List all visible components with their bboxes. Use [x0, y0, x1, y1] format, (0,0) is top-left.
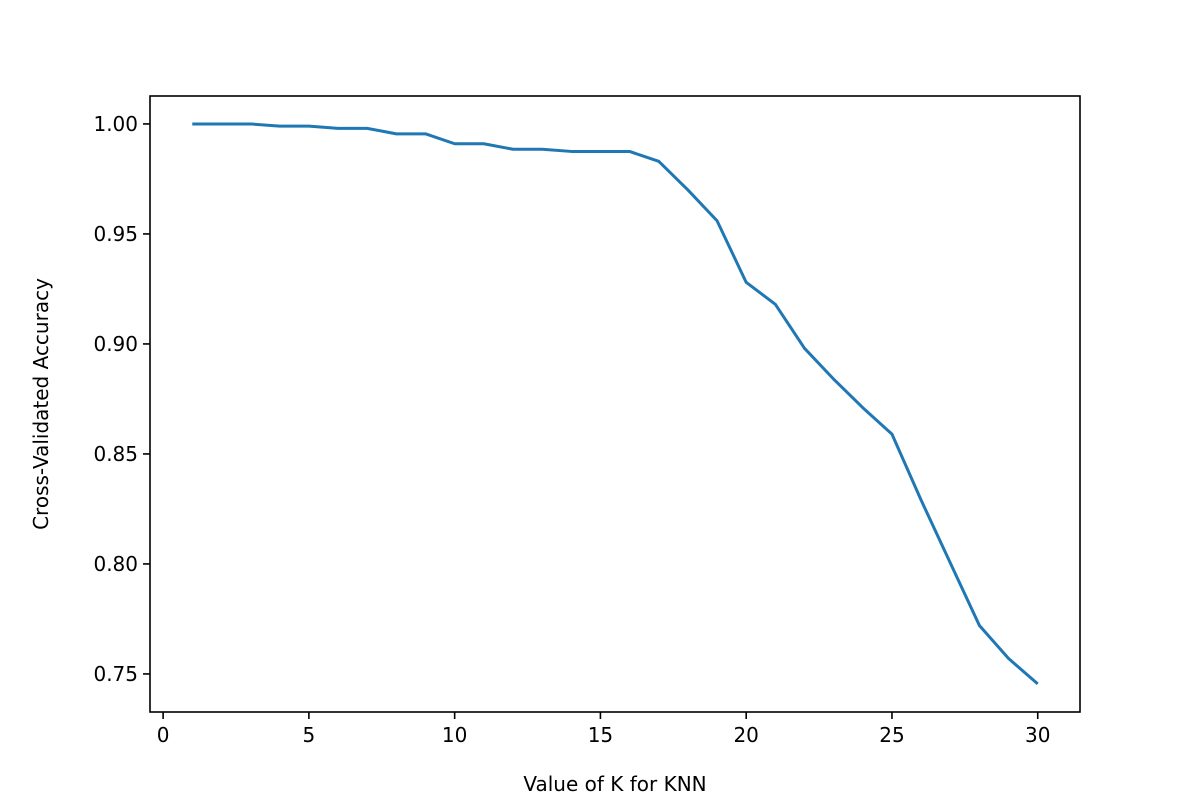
y-tick-label: 0.85 [93, 442, 138, 466]
series-line [192, 122, 1039, 685]
x-tick-label: 20 [733, 723, 758, 747]
ticks-layer: 0 5 10 15 20 25 30 0.75 0.80 0.85 0.90 0.95 1.00 [93, 112, 1050, 747]
series-layer [192, 122, 1039, 685]
y-tick-label: 0.80 [93, 552, 138, 576]
y-tick-label: 0.95 [93, 222, 138, 246]
y-axis-label: Cross-Validated Accuracy [29, 278, 53, 530]
y-tick-label: 0.75 [93, 662, 138, 686]
axes-frame [149, 95, 1081, 713]
x-tick-label: 15 [588, 723, 613, 747]
x-tick-label: 10 [442, 723, 467, 747]
x-tick-label: 25 [879, 723, 904, 747]
plot-area [150, 96, 1080, 712]
x-axis-label: Value of K for KNN [523, 772, 706, 796]
x-tick-label: 30 [1025, 723, 1050, 747]
x-tick-label: 0 [157, 723, 170, 747]
y-tick-label: 0.90 [93, 332, 138, 356]
y-tick-label: 1.00 [93, 112, 138, 136]
x-tick-label: 5 [303, 723, 316, 747]
